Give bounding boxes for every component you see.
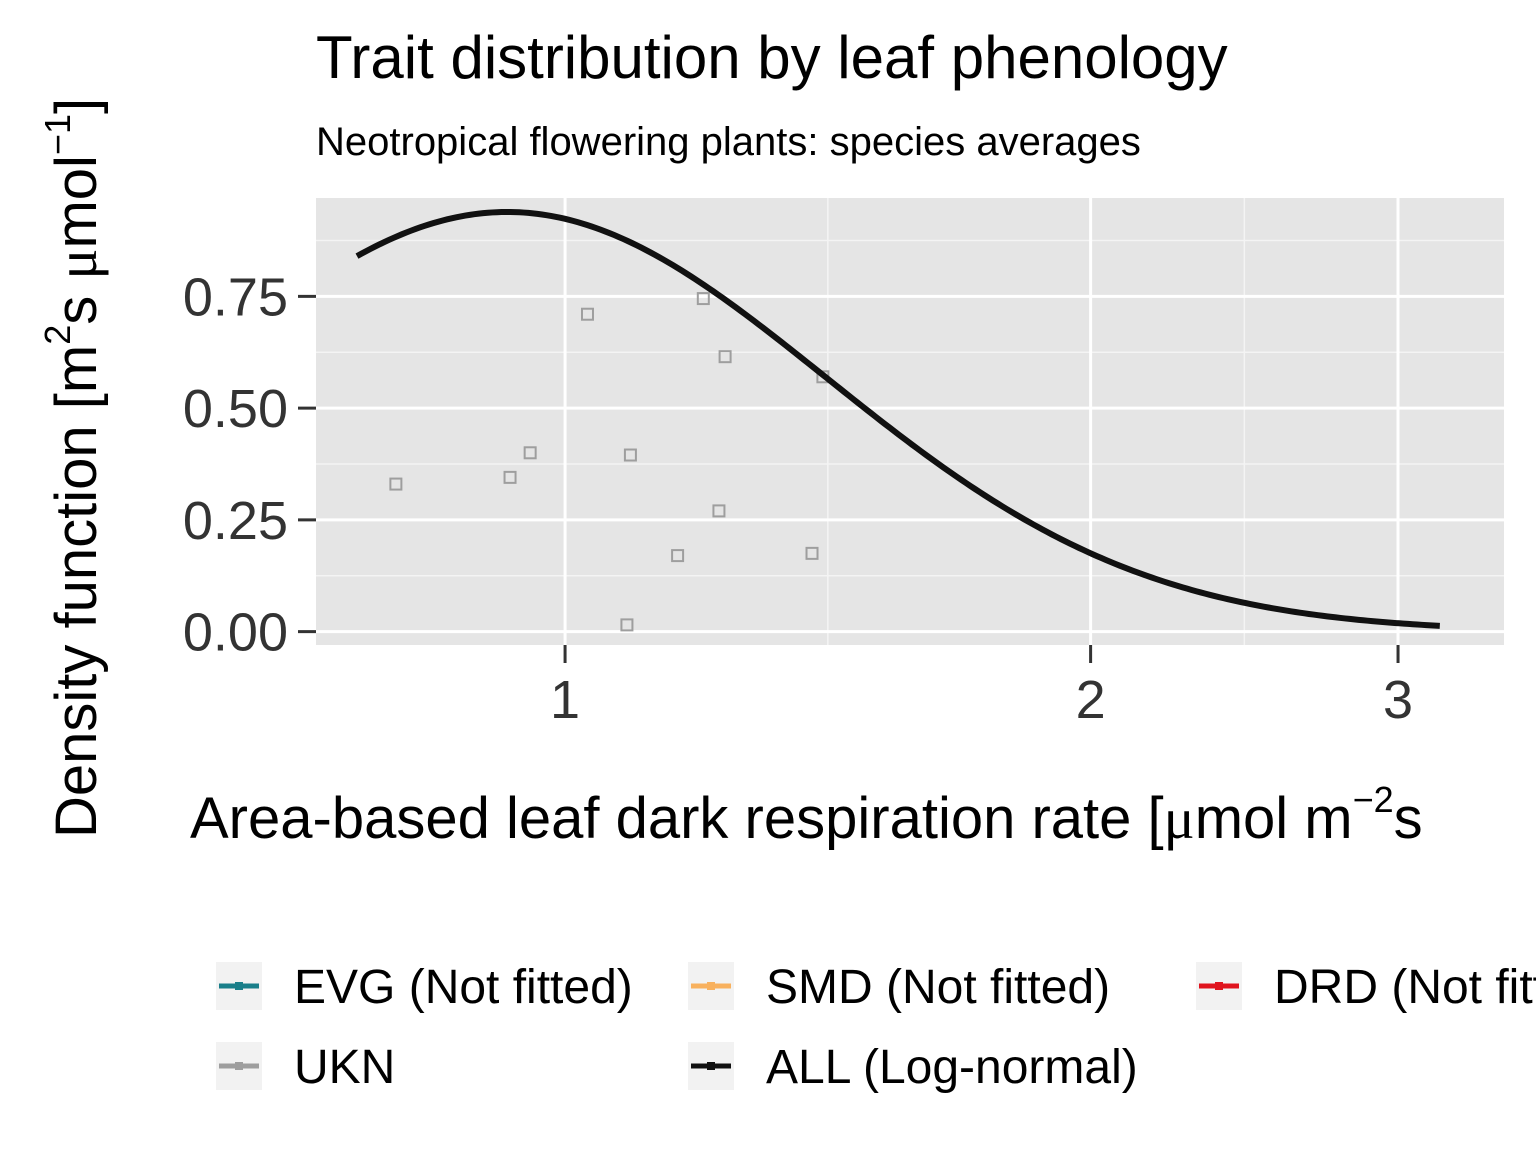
data-point (503, 470, 517, 484)
data-point (671, 549, 685, 563)
y-axis-title-part: ] (44, 98, 109, 114)
density-curve-all (355, 208, 1440, 629)
data-point (620, 618, 634, 632)
x-axis-title-part: Area-based leaf dark respiration rate [ (190, 786, 1164, 851)
legend-label: EVG (Not fitted) (294, 961, 633, 1014)
legend-key-marker (235, 982, 243, 990)
data-point (696, 292, 710, 306)
x-tick-label: 2 (1076, 670, 1106, 730)
chart-subtitle: Neotropical flowering plants: species av… (316, 120, 1141, 164)
axes: 0.00 0.25 0.50 0.75 1 2 3 (183, 267, 1413, 730)
y-axis-title-sup: 2 (37, 325, 78, 345)
data-points (389, 292, 830, 632)
x-axis-title-part: mol m (1195, 786, 1353, 851)
y-axis-title-part: mol (44, 155, 109, 248)
plot-panel (316, 198, 1504, 645)
y-axis-title-part: s (44, 280, 109, 325)
legend-label: UKN (294, 1041, 395, 1094)
x-axis-title-part: μ (1164, 786, 1195, 851)
legend-label: DRD (Not fitted) (1274, 961, 1536, 1014)
data-point (580, 307, 594, 321)
legend-key-marker (707, 982, 715, 990)
data-point (805, 546, 819, 560)
x-axis-title: Area-based leaf dark respiration rate [μ… (190, 779, 1423, 851)
y-tick-label: 0.00 (183, 603, 288, 663)
data-point (712, 504, 726, 518)
y-axis-title-sup: −1 (37, 114, 78, 155)
legend-label: SMD (Not fitted) (766, 961, 1110, 1014)
y-tick-label: 0.25 (183, 491, 288, 551)
x-axis-title-sup: −2 (1353, 779, 1394, 820)
data-point (389, 477, 403, 491)
x-tick-label: 3 (1383, 670, 1413, 730)
legend-label: ALL (Log-normal) (766, 1041, 1138, 1094)
y-axis-title-part: Density function [m (44, 345, 109, 838)
data-point (523, 446, 537, 460)
data-point (718, 350, 732, 364)
chart-title: Trait distribution by leaf phenology (316, 24, 1228, 91)
x-tick-label: 1 (550, 670, 580, 730)
legend-key-marker (235, 1062, 243, 1070)
y-tick-label: 0.50 (183, 379, 288, 439)
x-axis-title-part: s (1394, 786, 1423, 851)
legend-key-marker (1215, 982, 1223, 990)
y-axis-title-part: μ (44, 249, 109, 280)
data-point (623, 448, 637, 462)
grid-lines (316, 198, 1504, 645)
y-axis-title: Density function [m2s μmol−1] (37, 98, 109, 838)
legend: EVG (Not fitted) SMD (Not fitted) DRD (Not… (216, 961, 1536, 1094)
legend-key-marker (707, 1062, 715, 1070)
y-tick-label: 0.75 (183, 267, 288, 327)
